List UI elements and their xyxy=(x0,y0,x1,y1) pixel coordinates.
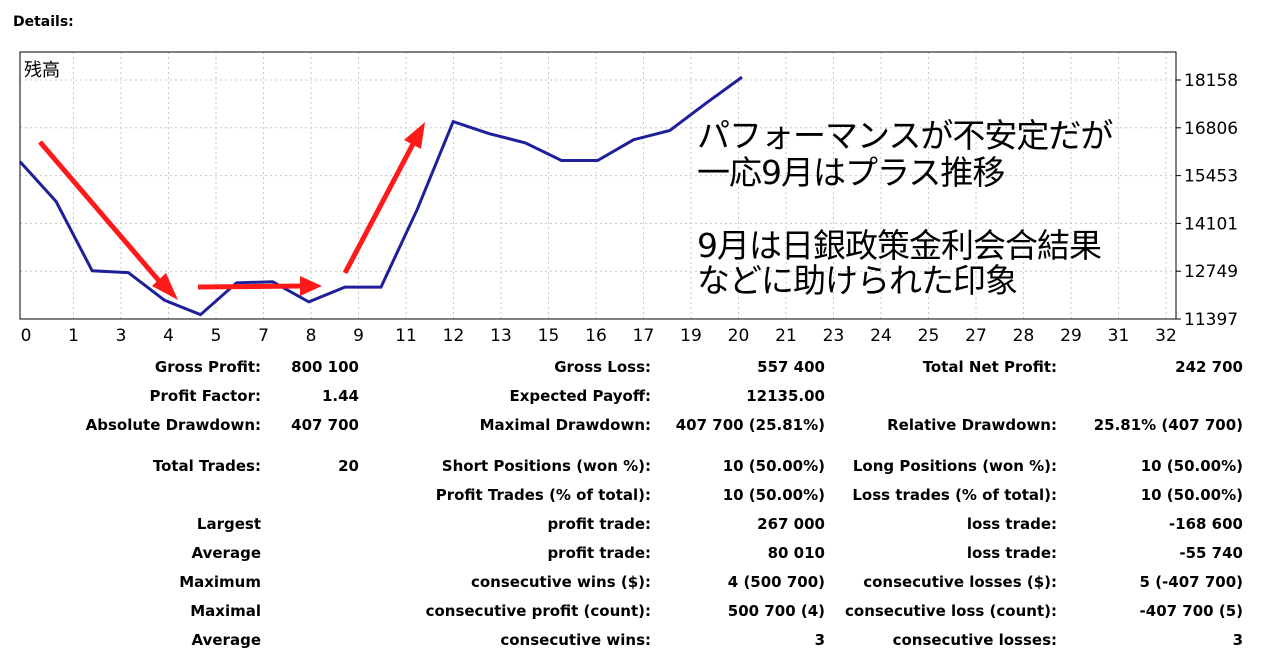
x-tick-label: 25 xyxy=(918,326,940,346)
average-loss-value: -55 740 xyxy=(1179,544,1243,562)
relative-drawdown-label: Relative Drawdown: xyxy=(887,416,1057,434)
details-heading: Details: xyxy=(13,14,74,30)
balance-series-line xyxy=(18,75,743,317)
largest-loss-value: -168 600 xyxy=(1168,515,1243,533)
x-tick-label: 5 xyxy=(211,326,222,346)
x-tick-label: 1 xyxy=(68,326,79,346)
x-tick-label: 9 xyxy=(353,326,364,346)
annotation-line-3: 9月は日銀政策金利会合結果 xyxy=(697,226,1102,265)
maximal-label: Maximal xyxy=(190,602,261,620)
maximal-drawdown-label: Maximal Drawdown: xyxy=(479,416,651,434)
total-net-profit-value: 242 700 xyxy=(1175,358,1243,376)
absolute-drawdown-value: 407 700 xyxy=(291,416,359,434)
average-loss-label: loss trade: xyxy=(966,544,1057,562)
long-positions-value: 10 (50.00%) xyxy=(1140,457,1243,475)
annotation-line-4: などに助けられた印象 xyxy=(697,261,1018,300)
y-tick-label: 12749 xyxy=(1184,262,1238,282)
max-consec-wins-label: consecutive wins ($): xyxy=(470,573,651,591)
absolute-drawdown-label: Absolute Drawdown: xyxy=(85,416,261,434)
y-tick-label: 16806 xyxy=(1184,119,1238,139)
arrow-up-icon xyxy=(342,122,425,275)
y-tick-label: 14101 xyxy=(1184,214,1238,234)
maximum-label: Maximum xyxy=(179,573,261,591)
relative-drawdown-value: 25.81% (407 700) xyxy=(1093,416,1243,434)
loss-trades-label: Loss trades (% of total): xyxy=(852,486,1057,504)
x-tick-label: 16 xyxy=(585,326,607,346)
x-tick-label: 19 xyxy=(680,326,702,346)
x-tick-label: 20 xyxy=(728,326,750,346)
largest-loss-label: loss trade: xyxy=(966,515,1057,533)
average-consec-label: Average xyxy=(191,631,261,649)
gross-loss-value: 557 400 xyxy=(757,358,825,376)
total-trades-value: 20 xyxy=(338,457,359,475)
x-tick-label: 0 xyxy=(21,326,32,346)
maximal-drawdown-value: 407 700 (25.81%) xyxy=(675,416,825,434)
x-tick-label: 17 xyxy=(633,326,655,346)
long-positions-label: Long Positions (won %): xyxy=(852,457,1057,475)
average-profit-value: 80 010 xyxy=(767,544,825,562)
maximal-consec-loss-label: consecutive loss (count): xyxy=(845,602,1057,620)
profit-factor-label: Profit Factor: xyxy=(149,387,261,405)
average-label: Average xyxy=(191,544,261,562)
profit-trades-label: Profit Trades (% of total): xyxy=(435,486,651,504)
profit-factor-value: 1.44 xyxy=(321,387,359,405)
short-positions-value: 10 (50.00%) xyxy=(722,457,825,475)
x-tick-label: 23 xyxy=(823,326,845,346)
total-net-profit-label: Total Net Profit: xyxy=(922,358,1057,376)
balance-chart: 残高 0 1 3 4 5 7 8 9 11 12 13 15 16 17 19 20 21 23 24 25 27 28 2… xyxy=(18,51,1239,346)
y-tick-label: 15453 xyxy=(1184,167,1238,187)
loss-trades-value: 10 (50.00%) xyxy=(1140,486,1243,504)
arrow-right-icon xyxy=(197,276,322,296)
chart-title: 残高 xyxy=(24,60,60,81)
largest-profit-label: profit trade: xyxy=(547,515,651,533)
max-consec-losses-label: consecutive losses ($): xyxy=(863,573,1057,591)
x-tick-label: 24 xyxy=(870,326,892,346)
avg-consec-losses-label: consecutive losses: xyxy=(892,631,1057,649)
x-tick-label: 29 xyxy=(1060,326,1082,346)
expected-payoff-value: 12135.00 xyxy=(746,387,825,405)
arrow-down-icon xyxy=(38,140,178,300)
chart-ticks: 0 1 3 4 5 7 8 9 11 12 13 15 16 17 19 20 21 23 24 25 27 28 29 31… xyxy=(21,71,1239,346)
x-tick-label: 28 xyxy=(1013,326,1035,346)
average-profit-label: profit trade: xyxy=(547,544,651,562)
x-tick-label: 15 xyxy=(538,326,560,346)
avg-consec-wins-value: 3 xyxy=(814,631,825,649)
short-positions-label: Short Positions (won %): xyxy=(441,457,651,475)
y-tick-label: 11397 xyxy=(1184,310,1238,330)
gross-profit-label: Gross Profit: xyxy=(154,358,261,376)
maximal-consec-profit-value: 500 700 (4) xyxy=(727,602,825,620)
expected-payoff-label: Expected Payoff: xyxy=(509,387,651,405)
maximal-consec-profit-label: consecutive profit (count): xyxy=(425,602,651,620)
x-tick-label: 13 xyxy=(490,326,512,346)
annotation-line-1: パフォーマンスが不安定だが xyxy=(697,116,1113,155)
annotation-line-2: 一応9月はプラス推移 xyxy=(697,153,1005,192)
x-tick-label: 4 xyxy=(163,326,174,346)
x-tick-label: 8 xyxy=(306,326,317,346)
gross-loss-label: Gross Loss: xyxy=(554,358,651,376)
avg-consec-wins-label: consecutive wins: xyxy=(500,631,651,649)
max-consec-wins-value: 4 (500 700) xyxy=(727,573,825,591)
x-tick-label: 12 xyxy=(443,326,465,346)
x-tick-label: 3 xyxy=(116,326,127,346)
chart-plot-border xyxy=(19,51,1177,320)
x-tick-label: 11 xyxy=(395,326,417,346)
avg-consec-losses-value: 3 xyxy=(1232,631,1243,649)
largest-label: Largest xyxy=(196,515,261,533)
maximal-consec-loss-value: -407 700 (5) xyxy=(1139,602,1243,620)
red-arrows xyxy=(38,122,425,300)
total-trades-label: Total Trades: xyxy=(152,457,261,475)
x-tick-label: 21 xyxy=(775,326,797,346)
max-consec-losses-value: 5 (-407 700) xyxy=(1139,573,1243,591)
x-tick-label: 32 xyxy=(1155,326,1177,346)
x-tick-label: 31 xyxy=(1108,326,1130,346)
largest-profit-value: 267 000 xyxy=(757,515,825,533)
gross-profit-value: 800 100 xyxy=(291,358,359,376)
x-tick-label: 7 xyxy=(258,326,269,346)
x-tick-label: 27 xyxy=(965,326,987,346)
y-tick-label: 18158 xyxy=(1184,71,1238,91)
profit-trades-value: 10 (50.00%) xyxy=(722,486,825,504)
